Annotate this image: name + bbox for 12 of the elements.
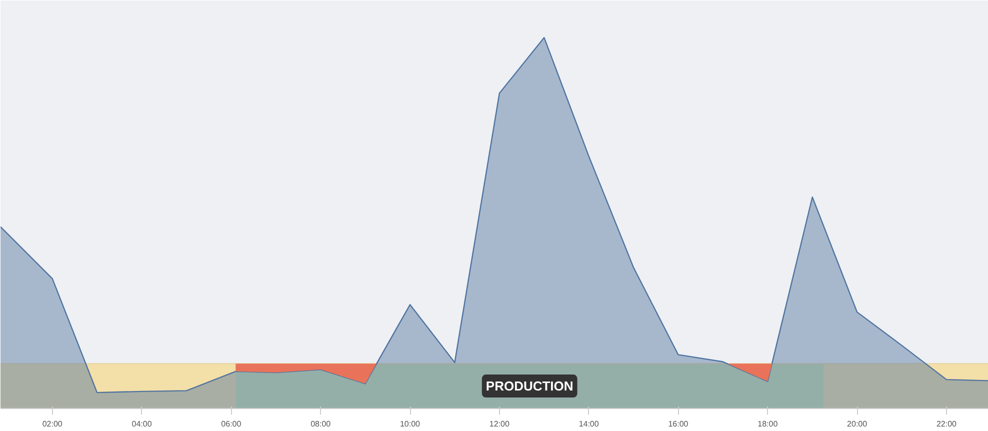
x-tick-label: 22:00 (936, 420, 958, 428)
band-label: PRODUCTION (486, 378, 574, 394)
x-tick-label: 18:00 (758, 420, 778, 428)
x-tick-label: 12:00 (489, 420, 510, 428)
x-tick-label: 02:00 (42, 420, 63, 428)
x-tick-label: 20:00 (847, 420, 868, 428)
x-tick-label: 14:00 (578, 420, 600, 428)
x-tick-label: 04:00 (132, 420, 152, 428)
x-tick-label: 08:00 (310, 420, 332, 428)
x-tick-label: 06:00 (221, 420, 242, 428)
x-tick-label: 16:00 (668, 420, 689, 428)
x-tick-label: 10:00 (400, 420, 421, 428)
